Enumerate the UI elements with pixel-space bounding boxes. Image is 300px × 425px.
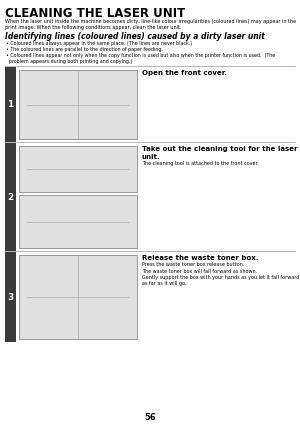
Text: Take out the cleaning tool for the laser
unit.: Take out the cleaning tool for the laser…	[142, 146, 298, 159]
Bar	[5, 252, 16, 342]
Text: 56: 56	[144, 413, 156, 422]
Text: Release the waste toner box.: Release the waste toner box.	[142, 255, 259, 261]
Bar	[19, 255, 137, 339]
Bar	[19, 70, 137, 139]
Text: Open the front cover.: Open the front cover.	[142, 70, 227, 76]
Text: Press the waste toner box release button.: Press the waste toner box release button…	[142, 263, 244, 267]
Text: 3: 3	[8, 292, 14, 301]
Bar	[5, 67, 16, 142]
Text: When the laser unit inside the machine becomes dirty, line-like colour irregular: When the laser unit inside the machine b…	[5, 19, 296, 30]
Bar	[5, 143, 16, 251]
Text: The cleaning tool is attached to the front cover.: The cleaning tool is attached to the fro…	[142, 161, 259, 166]
Text: CLEANING THE LASER UNIT: CLEANING THE LASER UNIT	[5, 7, 185, 20]
Text: • The coloured lines are parallel to the direction of paper feeding.: • The coloured lines are parallel to the…	[6, 47, 163, 52]
Bar	[19, 195, 137, 248]
Text: 2: 2	[8, 193, 14, 201]
Text: • Coloured lines appear not only when the copy function is used but also when th: • Coloured lines appear not only when th…	[6, 53, 275, 64]
Text: Identifying lines (coloured lines) caused by a dirty laser unit: Identifying lines (coloured lines) cause…	[5, 32, 265, 41]
Text: 1: 1	[8, 100, 14, 109]
Bar	[19, 146, 137, 192]
Text: The waste toner box will fall forward as shown.
Gently support the box with your: The waste toner box will fall forward as…	[142, 269, 299, 286]
Text: • Coloured lines always appear in the same place. (The lines are never black.): • Coloured lines always appear in the sa…	[6, 41, 192, 46]
